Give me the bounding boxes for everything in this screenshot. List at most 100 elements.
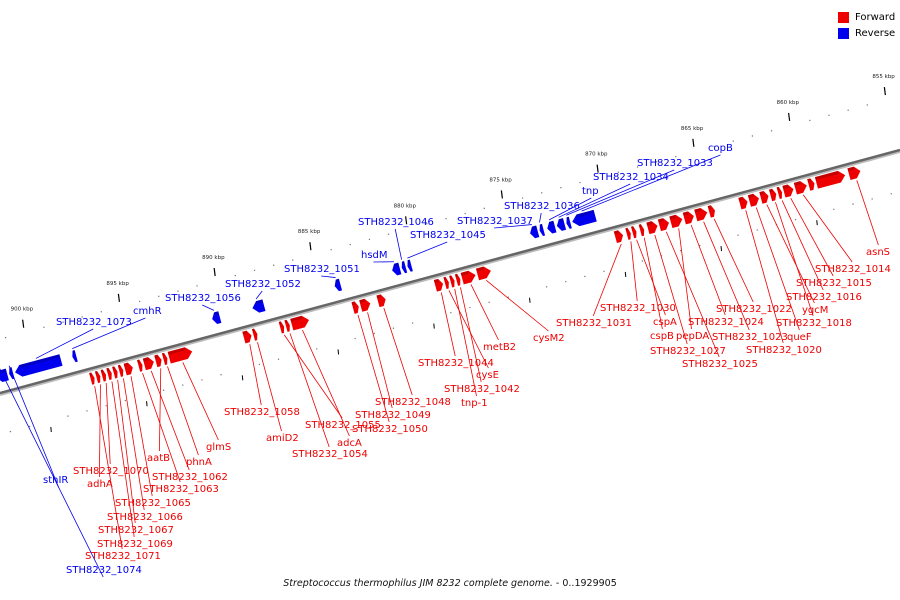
reverse-gene[interactable]: [391, 262, 402, 277]
gene-arrow[interactable]: [454, 273, 462, 286]
reverse-gene[interactable]: [400, 261, 408, 274]
gene-arrow[interactable]: [638, 224, 646, 237]
forward-gene[interactable]: [776, 186, 784, 200]
gene-arrow[interactable]: [333, 278, 343, 292]
reverse-gene[interactable]: [13, 354, 63, 378]
forward-gene[interactable]: [475, 265, 493, 281]
gene-arrow[interactable]: [613, 229, 625, 244]
forward-gene[interactable]: [376, 293, 387, 308]
gene-arrow[interactable]: [154, 354, 163, 368]
gene-arrow[interactable]: [631, 226, 638, 239]
reverse-gene[interactable]: [538, 223, 546, 237]
forward-gene[interactable]: [167, 346, 194, 364]
gene-layer[interactable]: [0, 165, 862, 385]
gene-arrow[interactable]: [167, 346, 194, 364]
forward-gene[interactable]: [94, 370, 102, 384]
gene-arrow[interactable]: [682, 210, 696, 225]
reverse-gene[interactable]: [529, 225, 540, 239]
gene-arrow[interactable]: [747, 193, 761, 207]
forward-gene[interactable]: [123, 362, 135, 376]
forward-gene[interactable]: [631, 226, 638, 239]
gene-arrow[interactable]: [565, 216, 572, 230]
gene-arrow[interactable]: [112, 366, 119, 379]
gene-arrow[interactable]: [460, 269, 478, 285]
reverse-gene[interactable]: [333, 278, 343, 292]
gene-arrow[interactable]: [814, 169, 847, 189]
forward-gene[interactable]: [251, 328, 259, 341]
gene-arrow[interactable]: [123, 362, 135, 376]
gene-arrow[interactable]: [89, 372, 96, 385]
gene-arrow[interactable]: [847, 165, 862, 180]
gene-arrow[interactable]: [738, 196, 749, 210]
gene-arrow[interactable]: [351, 301, 360, 314]
gene-arrow[interactable]: [391, 262, 402, 277]
gene-arrow[interactable]: [776, 186, 784, 200]
forward-gene[interactable]: [449, 275, 456, 288]
gene-arrow[interactable]: [290, 314, 310, 331]
gene-arrow[interactable]: [807, 178, 816, 191]
gene-arrow[interactable]: [793, 180, 809, 195]
reverse-gene[interactable]: [565, 216, 572, 230]
gene-arrow[interactable]: [406, 259, 413, 273]
gene-arrow[interactable]: [475, 265, 493, 281]
forward-gene[interactable]: [814, 169, 847, 189]
gene-arrow[interactable]: [359, 298, 372, 312]
gene-arrow[interactable]: [211, 311, 222, 325]
gene-arrow[interactable]: [669, 213, 684, 229]
gene-arrow[interactable]: [100, 369, 108, 382]
gene-arrow[interactable]: [142, 356, 156, 371]
gene-arrow[interactable]: [657, 217, 671, 232]
forward-gene[interactable]: [117, 364, 125, 377]
reverse-gene[interactable]: [546, 220, 557, 235]
gene-arrow[interactable]: [433, 278, 445, 292]
forward-gene[interactable]: [747, 193, 761, 207]
forward-gene[interactable]: [112, 366, 119, 379]
gene-arrow[interactable]: [13, 354, 63, 378]
gene-arrow[interactable]: [646, 220, 659, 235]
forward-gene[interactable]: [638, 224, 646, 237]
gene-arrow[interactable]: [117, 364, 125, 377]
gene-arrow[interactable]: [94, 370, 102, 384]
gene-arrow[interactable]: [759, 190, 770, 204]
forward-gene[interactable]: [768, 188, 778, 202]
forward-gene[interactable]: [657, 217, 671, 232]
forward-gene[interactable]: [154, 354, 163, 368]
forward-gene[interactable]: [669, 213, 684, 229]
forward-gene[interactable]: [646, 220, 659, 235]
gene-arrow[interactable]: [71, 350, 78, 363]
gene-arrow[interactable]: [161, 352, 169, 366]
forward-gene[interactable]: [242, 330, 253, 344]
forward-gene[interactable]: [738, 196, 749, 210]
gene-arrow[interactable]: [782, 183, 795, 198]
forward-gene[interactable]: [782, 183, 795, 198]
forward-gene[interactable]: [613, 229, 625, 244]
gene-arrow[interactable]: [8, 367, 15, 380]
reverse-gene[interactable]: [0, 368, 9, 384]
gene-arrow[interactable]: [571, 209, 597, 228]
reverse-gene[interactable]: [406, 259, 413, 273]
forward-gene[interactable]: [807, 178, 816, 191]
gene-arrow[interactable]: [278, 321, 286, 334]
reverse-gene[interactable]: [71, 350, 78, 363]
gene-arrow[interactable]: [538, 223, 546, 237]
forward-gene[interactable]: [351, 301, 360, 314]
forward-gene[interactable]: [89, 372, 96, 385]
gene-arrow[interactable]: [555, 218, 567, 232]
gene-arrow[interactable]: [694, 207, 709, 222]
gene-arrow[interactable]: [546, 220, 557, 235]
reverse-gene[interactable]: [571, 209, 597, 228]
gene-arrow[interactable]: [707, 205, 717, 218]
forward-gene[interactable]: [759, 190, 770, 204]
gene-arrow[interactable]: [443, 276, 450, 290]
forward-gene[interactable]: [142, 356, 156, 371]
forward-gene[interactable]: [137, 359, 144, 372]
forward-gene[interactable]: [707, 205, 717, 218]
gene-arrow[interactable]: [137, 359, 144, 372]
gene-arrow[interactable]: [251, 328, 259, 341]
reverse-gene[interactable]: [555, 218, 567, 232]
gene-arrow[interactable]: [376, 293, 387, 308]
forward-gene[interactable]: [278, 321, 286, 334]
forward-gene[interactable]: [433, 278, 445, 292]
gene-arrow[interactable]: [625, 227, 632, 240]
